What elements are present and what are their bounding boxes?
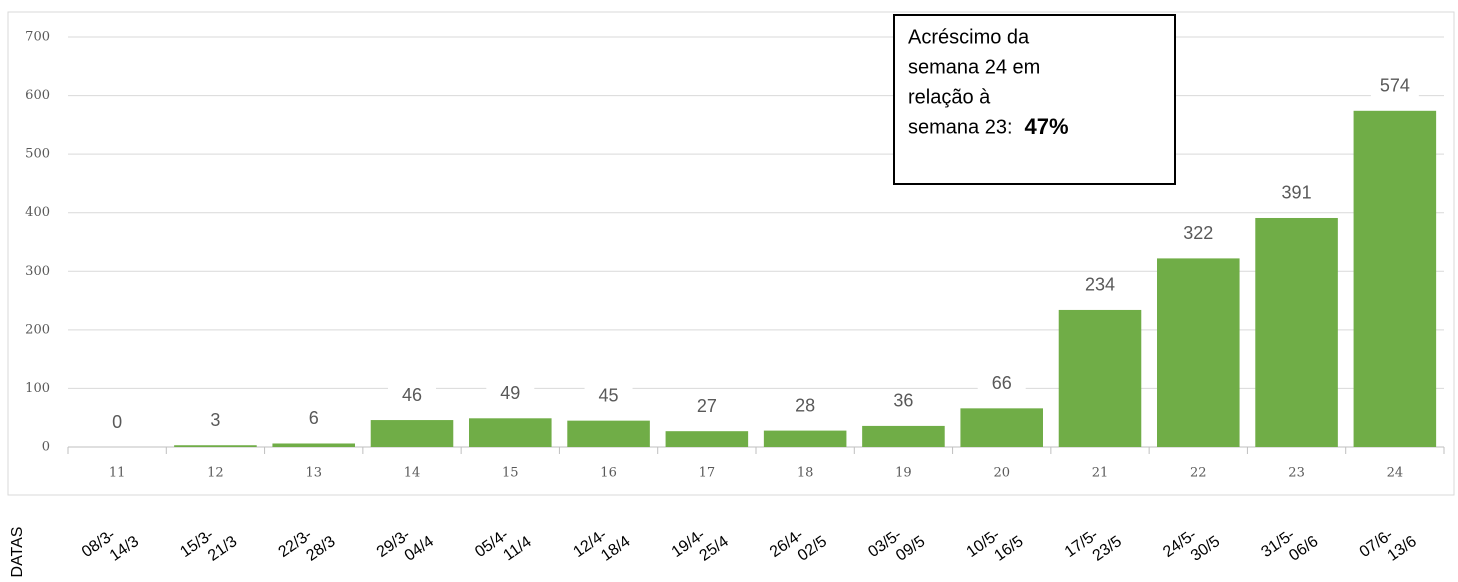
x-tick-label: 18 [797,466,814,481]
y-tick-label: 600 [25,88,50,103]
date-range-label: 19/4-25/4 [669,518,732,577]
bar [272,443,355,447]
x-tick-label: 21 [1092,466,1109,481]
date-range-label: 03/5-09/5 [865,518,928,577]
x-tick-label: 24 [1387,466,1404,481]
date-range-label: 07/6-13/6 [1357,518,1420,577]
x-tick-label: 14 [404,466,421,481]
annotation-text: semana 23: [908,116,1013,138]
data-label-bg [1370,74,1419,99]
y-tick-label: 500 [25,147,50,162]
date-range-label: 31/5-06/6 [1259,518,1322,577]
data-label-bg [1076,273,1124,298]
bar [862,425,945,447]
data-label: 574 [1380,76,1410,96]
data-label: 6 [309,408,319,428]
data-label-bg [584,384,633,409]
bar [1255,217,1338,447]
data-label-bg [879,389,928,414]
y-tick-label: 200 [25,322,50,337]
data-label: 322 [1183,223,1213,243]
data-label: 3 [210,410,220,430]
bar [370,420,454,447]
data-label: 391 [1282,183,1312,203]
bar [1058,309,1142,447]
annotation-value: 47% [1025,114,1069,139]
x-axis-label: DATAS [9,527,26,578]
data-label-bg [289,407,338,432]
annotation-text: Acréscimo da [908,26,1030,48]
date-range-label: 29/3-04/4 [374,518,437,577]
date-range-label: 05/4-11/4 [472,518,535,577]
data-label: 28 [795,395,815,415]
data-label-bg [93,411,142,435]
x-tick-label: 15 [502,466,519,481]
date-range-label: 12/4-18/4 [571,518,634,577]
x-tick-label: 19 [895,466,912,481]
data-label: 0 [112,412,122,432]
bar [1157,258,1240,447]
x-tick-label: 12 [207,466,224,481]
date-range-label: 08/3-14/3 [79,518,142,577]
data-label-bg [1272,181,1321,206]
x-tick-label: 11 [109,466,126,481]
bar [174,445,257,447]
data-label-bg [682,395,731,420]
data-label: 234 [1085,275,1115,295]
y-tick-label: 400 [25,205,50,220]
y-tick-label: 100 [25,381,50,396]
x-tick-label: 16 [600,466,617,481]
x-tick-label: 17 [699,466,716,481]
y-tick-label: 300 [25,264,50,279]
data-label: 45 [599,385,619,405]
data-label-bg [388,384,436,409]
data-label: 46 [402,385,422,405]
annotation-text: relação à [908,86,991,108]
x-tick-label: 23 [1288,466,1305,481]
data-label: 66 [992,373,1012,393]
bar [567,420,650,447]
y-tick-label: 700 [25,30,50,45]
date-range-label: 22/3-28/3 [276,518,339,577]
annotation-box [893,14,1176,185]
x-tick-label: 20 [993,466,1010,481]
data-label-bg [781,394,830,419]
date-range-label: 17/5-23/5 [1062,518,1125,577]
data-label: 27 [697,396,717,416]
date-range-label: 15/3-21/3 [177,518,240,577]
data-label-bg [977,372,1026,397]
data-label-bg [1174,222,1223,247]
bar [469,418,552,447]
data-label: 36 [893,391,913,411]
bar [960,408,1043,447]
data-label: 49 [500,383,520,403]
date-range-label: 24/5-30/5 [1160,518,1223,577]
annotation-text: semana 24 em [908,56,1040,78]
data-label-bg [486,382,535,407]
y-tick-label: 0 [42,440,50,455]
date-range-label: 10/5-16/5 [964,518,1027,577]
date-range-label: 26/4-02/5 [767,518,830,577]
bar [665,431,749,447]
bar [1353,110,1437,448]
x-tick-label: 22 [1190,466,1207,481]
x-tick-label: 13 [305,466,322,481]
data-label-bg [191,409,240,434]
bar [763,430,847,447]
